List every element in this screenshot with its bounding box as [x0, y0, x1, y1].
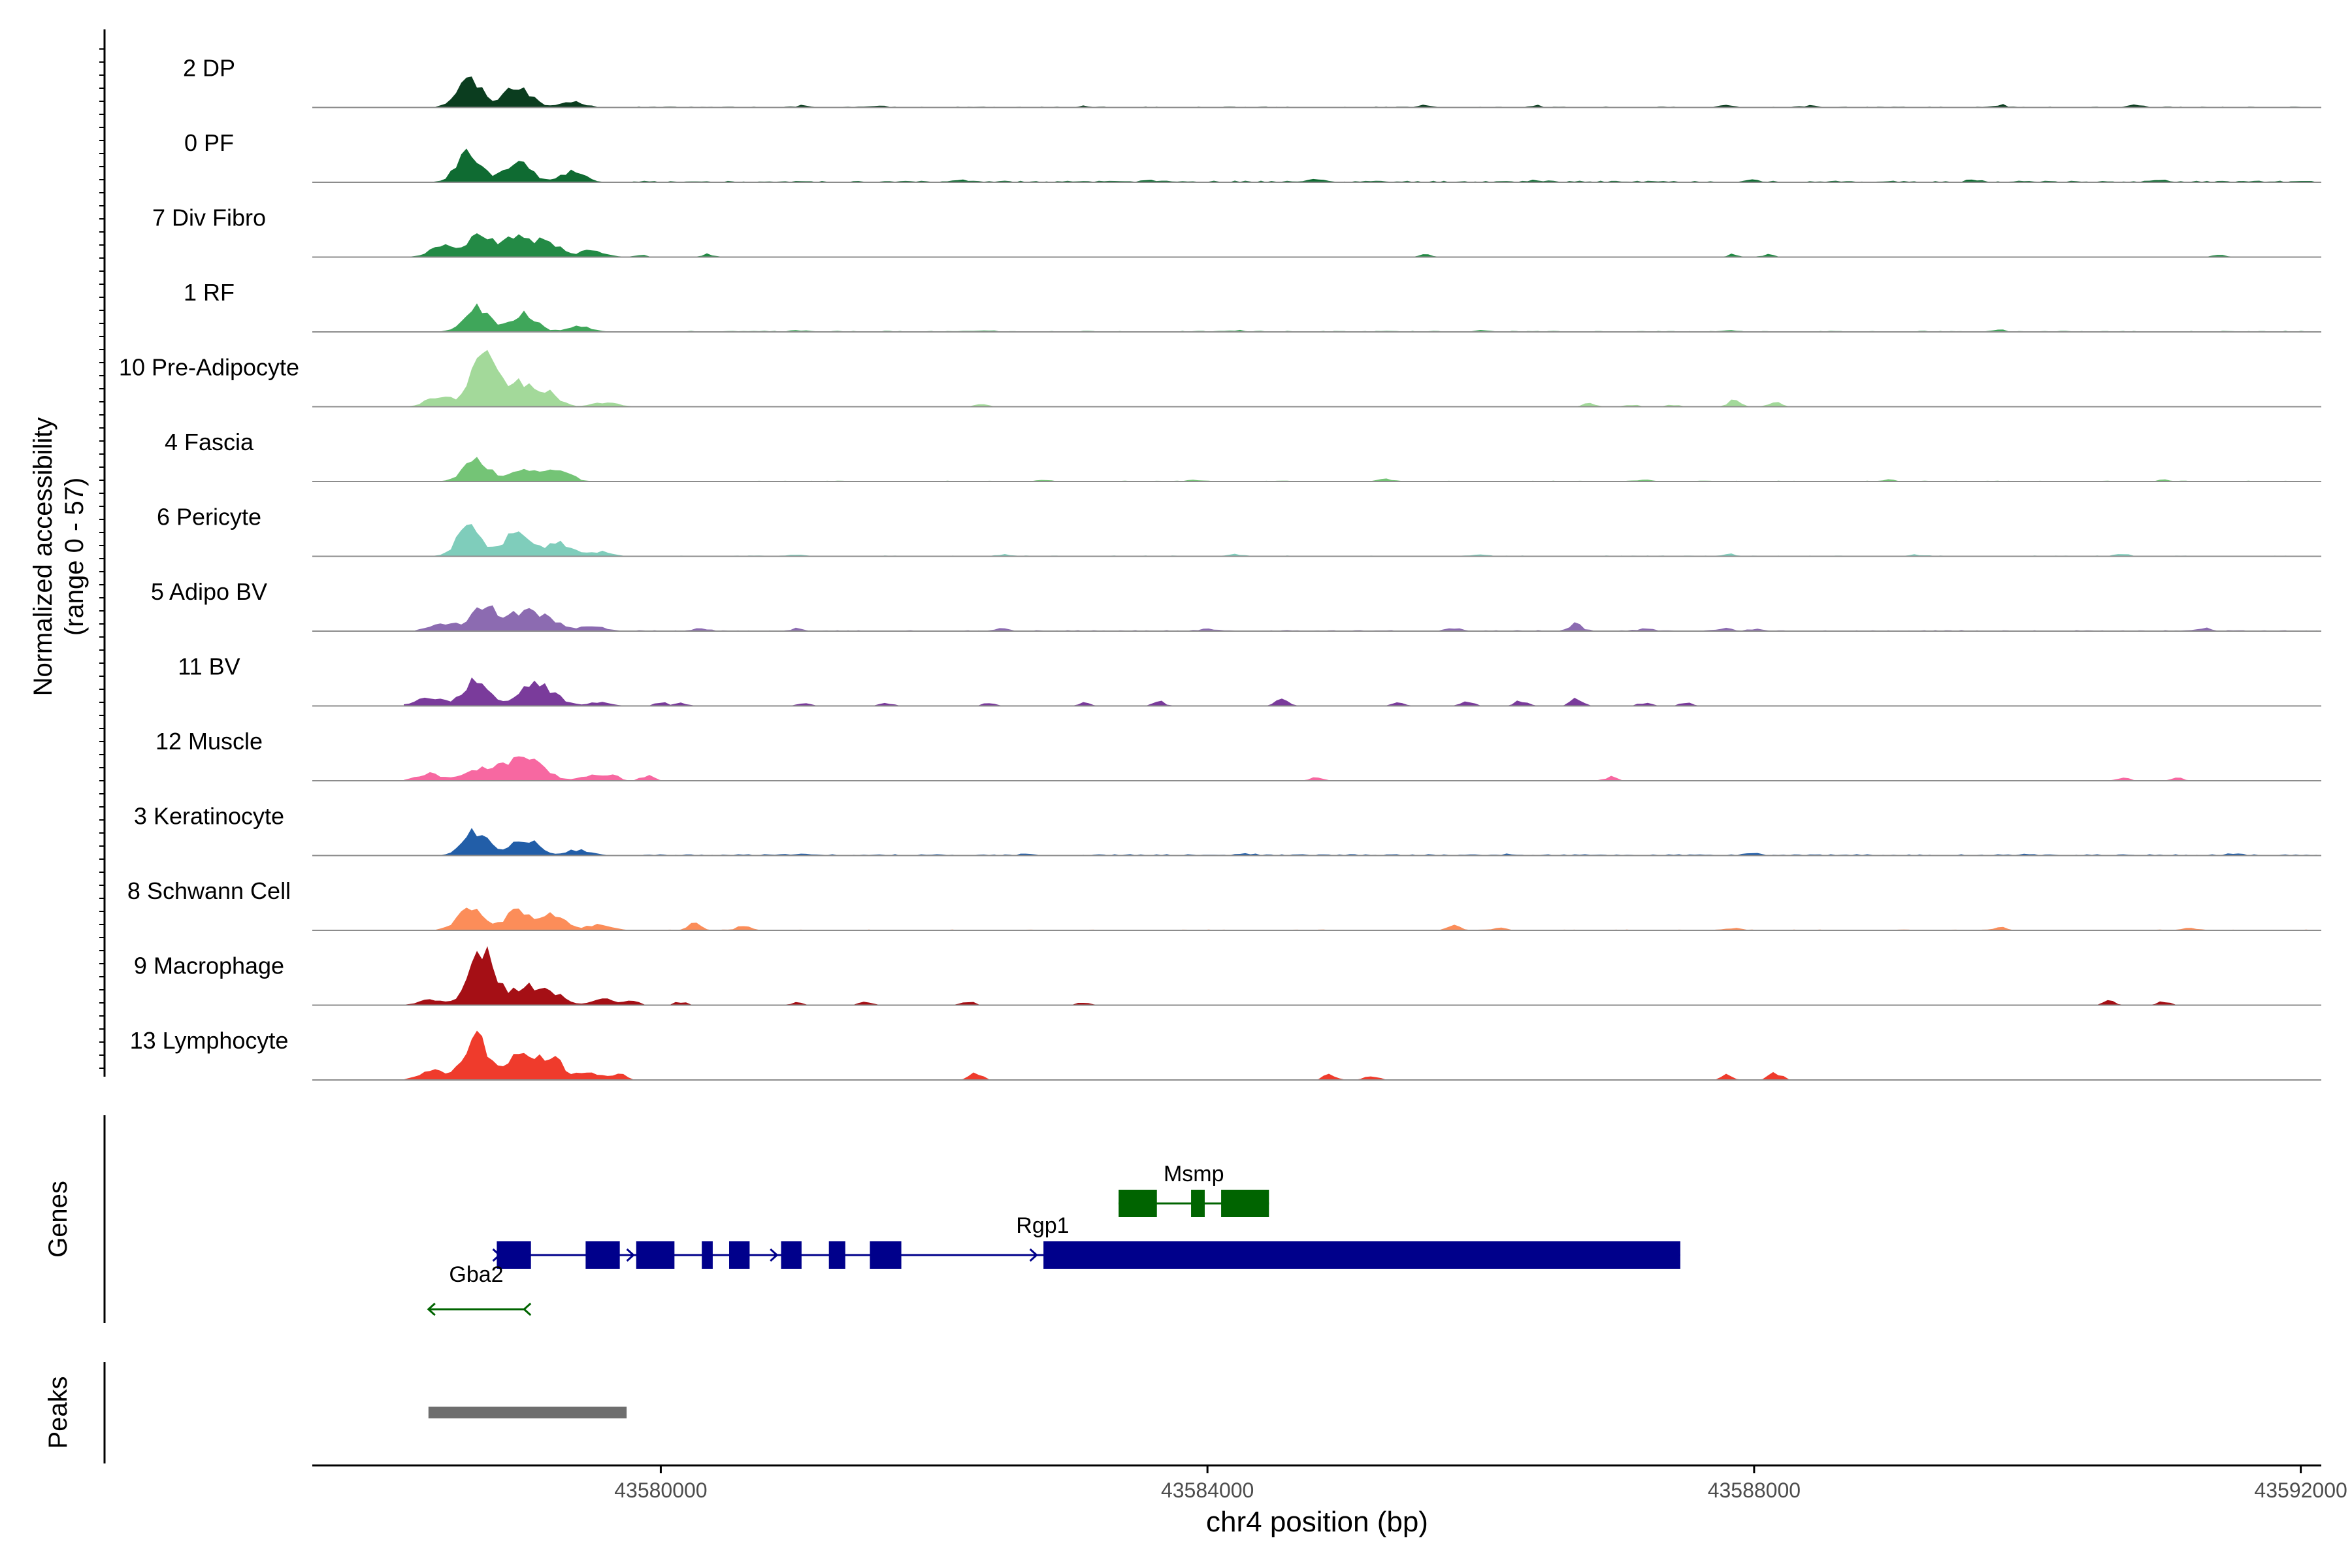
track-1: 2 DP: [183, 55, 2321, 108]
exon: [1043, 1241, 1680, 1269]
coverage-area: [404, 1030, 2321, 1080]
exon: [1191, 1190, 1205, 1217]
track-14: 13 Lymphocyte: [130, 1027, 2321, 1081]
track-label: 0 PF: [184, 129, 234, 156]
strand-arrow: [770, 1248, 779, 1262]
x-tick-label: 43580000: [614, 1478, 707, 1502]
track-5: 10 Pre-Adipocyte: [119, 350, 2321, 408]
coverage-area: [404, 677, 2321, 706]
coverage-axis-subtitle: (range 0 - 57): [60, 478, 89, 636]
coverage-area: [404, 907, 2321, 930]
track-label: 13 Lymphocyte: [130, 1027, 289, 1054]
x-axis-title: chr4 position (bp): [1206, 1506, 1428, 1538]
genes-panel: Genes Rgp1 Msmp Gba2: [44, 1115, 1680, 1323]
coverage-y-axis-ticks: [99, 48, 105, 1069]
strand-arrow: [1029, 1248, 1038, 1262]
x-tick-label: 43592000: [2254, 1478, 2347, 1502]
strand-arrow: [427, 1302, 436, 1316]
coverage-area: [404, 828, 2321, 856]
gene-gba2: Gba2: [427, 1262, 532, 1316]
track-8: 5 Adipo BV: [151, 578, 2321, 632]
track-label: 9 Macrophage: [134, 953, 284, 979]
track-label: 7 Div Fibro: [152, 204, 266, 231]
coverage-panel: Normalized accessibility (range 0 - 57) …: [29, 29, 2321, 1081]
x-axis: 43580000 43584000 43588000 43592000 chr4 po…: [312, 1464, 2347, 1538]
coverage-area: [404, 148, 2321, 182]
exon: [828, 1241, 845, 1269]
gene-rgp1: Rgp1: [492, 1213, 1680, 1269]
exon: [497, 1241, 531, 1269]
exon: [729, 1241, 750, 1269]
track-label: 11 BV: [178, 653, 240, 680]
coverage-area: [404, 303, 2321, 332]
coverage-area: [404, 76, 2321, 108]
strand-arrow: [522, 1302, 532, 1316]
track-label: 3 Keratinocyte: [134, 803, 284, 830]
track-13: 9 Macrophage: [134, 946, 2321, 1006]
track-12: 8 Schwann Cell: [127, 877, 2321, 931]
exon: [870, 1241, 902, 1269]
peak-bar: [428, 1407, 627, 1418]
genes-row-label: Genes: [44, 1181, 73, 1258]
track-label: 6 Pericyte: [157, 504, 261, 531]
strand-arrow: [626, 1248, 635, 1262]
track-label: 2 DP: [183, 55, 235, 82]
peaks-row-label: Peaks: [44, 1376, 73, 1448]
track-9: 11 BV: [178, 653, 2321, 707]
peaks-panel: Peaks: [44, 1362, 627, 1463]
gene-label: Rgp1: [1016, 1213, 1069, 1238]
track-2: 0 PF: [184, 129, 2321, 183]
coverage-area: [404, 946, 2321, 1005]
x-tick-label: 43588000: [1708, 1478, 1801, 1502]
track-label: 1 RF: [184, 279, 235, 306]
track-3: 7 Div Fibro: [152, 204, 2321, 258]
gene-label: Msmp: [1164, 1162, 1224, 1186]
exon: [636, 1241, 675, 1269]
track-10: 12 Muscle: [155, 728, 2321, 781]
gene-label: Gba2: [449, 1262, 503, 1287]
x-axis-ticks: 43580000 43584000 43588000 43592000: [614, 1465, 2347, 1502]
exon: [1221, 1190, 1269, 1217]
coverage-area: [404, 457, 2321, 482]
coverage-axis-title: Normalized accessibility: [29, 417, 57, 696]
coverage-area: [404, 524, 2321, 557]
track-4: 1 RF: [184, 279, 2321, 333]
track-label: 5 Adipo BV: [151, 578, 267, 605]
coverage-tracks: 2 DP 0 PF 7 Div Fibro 1 RF 10 Pre-Adipocyte 4…: [119, 55, 2321, 1081]
coverage-area: [404, 350, 2321, 407]
gene-msmp: Msmp: [1119, 1162, 1269, 1217]
track-label: 12 Muscle: [155, 728, 263, 755]
coverage-area: [404, 605, 2321, 631]
exon: [702, 1241, 713, 1269]
coverage-area: [404, 233, 2321, 257]
track-11: 3 Keratinocyte: [134, 803, 2321, 857]
track-label: 8 Schwann Cell: [127, 877, 291, 904]
exon: [585, 1241, 620, 1269]
track-7: 6 Pericyte: [157, 504, 2321, 557]
gene-models: Rgp1 Msmp Gba2: [427, 1162, 1680, 1316]
exon: [781, 1241, 802, 1269]
x-tick-label: 43584000: [1161, 1478, 1254, 1502]
coverage-area: [404, 756, 2321, 781]
track-label: 10 Pre-Adipocyte: [119, 354, 299, 381]
track-6: 4 Fascia: [165, 429, 2321, 482]
peak-regions: [428, 1407, 627, 1418]
exon: [1119, 1190, 1157, 1217]
track-label: 4 Fascia: [165, 429, 254, 455]
